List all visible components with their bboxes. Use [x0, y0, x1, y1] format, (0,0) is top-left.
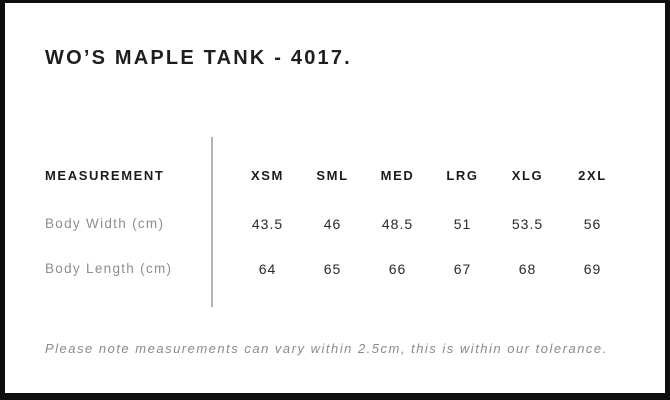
- size-column-header-lrg: LRG: [446, 167, 479, 183]
- body-width-value-xlg: 53.5: [511, 215, 544, 232]
- body-width-value-sml: 46: [323, 215, 342, 232]
- row-label-body-width: Body Width (cm): [45, 216, 165, 231]
- size-column-header-xsm: XSM: [251, 167, 284, 183]
- table-vertical-divider: [211, 137, 213, 307]
- body-width-value-xsm: 43.5: [251, 215, 284, 232]
- body-length-value-med: 66: [388, 260, 407, 277]
- tolerance-note: Please note measurements can vary within…: [45, 341, 608, 356]
- body-width-value-2xl: 56: [583, 215, 602, 232]
- size-chart-table: MEASUREMENT XSM SML MED LRG XLG 2XL Body…: [45, 150, 625, 290]
- measurement-column-header: MEASUREMENT: [45, 167, 165, 183]
- size-column-header-med: MED: [380, 167, 415, 183]
- row-label-body-length: Body Length (cm): [45, 261, 173, 276]
- body-length-value-xsm: 64: [258, 260, 277, 277]
- size-column-header-sml: SML: [316, 167, 349, 183]
- body-width-value-lrg: 51: [453, 215, 472, 232]
- body-length-value-sml: 65: [323, 260, 342, 277]
- body-width-value-med: 48.5: [381, 215, 414, 232]
- product-title: WO’S MAPLE TANK - 4017.: [45, 47, 352, 69]
- size-column-header-2xl: 2XL: [578, 167, 607, 183]
- body-length-value-lrg: 67: [453, 260, 472, 277]
- body-length-value-2xl: 69: [583, 260, 602, 277]
- body-length-value-xlg: 68: [518, 260, 537, 277]
- size-column-header-xlg: XLG: [511, 167, 544, 183]
